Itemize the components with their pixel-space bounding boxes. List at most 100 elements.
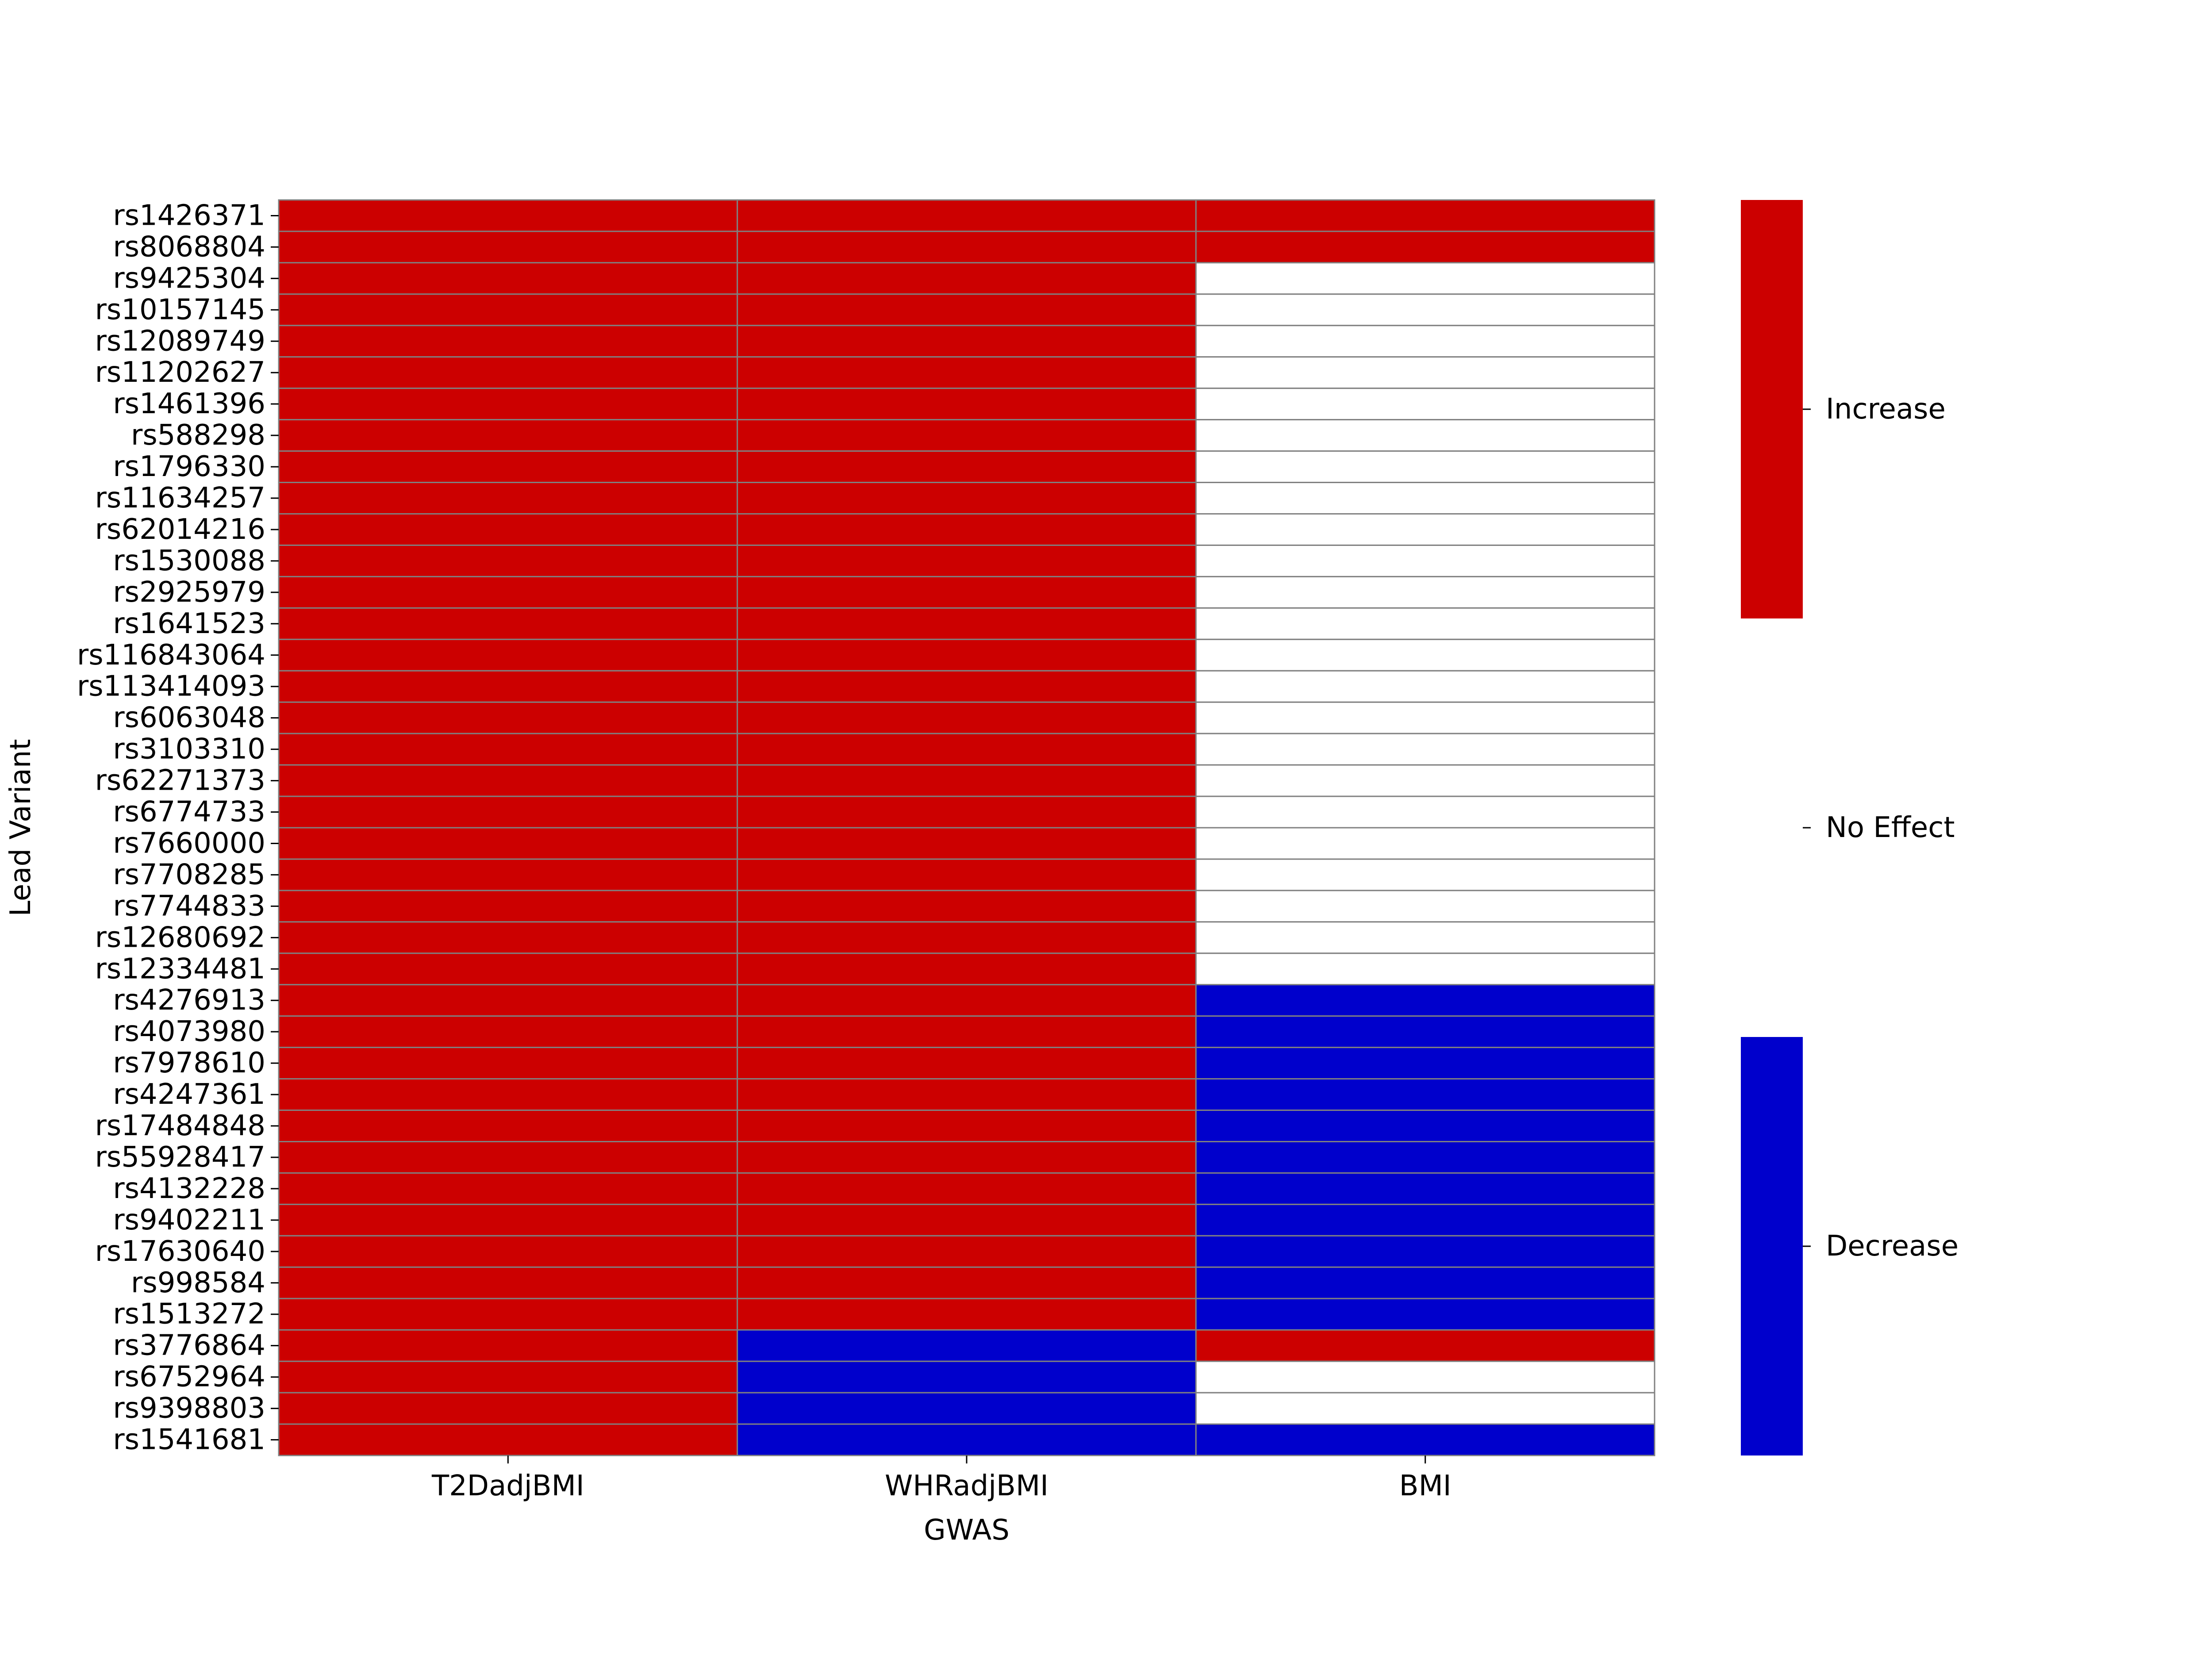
heatmap-cell bbox=[1195, 1392, 1655, 1425]
heatmap-cell bbox=[737, 1329, 1197, 1362]
heatmap-cell bbox=[278, 921, 738, 954]
heatmap-cell bbox=[278, 1110, 738, 1143]
heatmap-cell bbox=[278, 356, 738, 389]
y-tick-label: rs4276913 bbox=[113, 984, 265, 1017]
heatmap-cell bbox=[278, 1172, 738, 1205]
heatmap-cell bbox=[278, 858, 738, 891]
heatmap-cell bbox=[1195, 482, 1655, 515]
heatmap-cell bbox=[1195, 199, 1655, 232]
heatmap-cell bbox=[278, 199, 738, 232]
heatmap-cell bbox=[278, 733, 738, 766]
heatmap-cell bbox=[737, 1141, 1197, 1174]
y-tick-label: rs588298 bbox=[131, 419, 265, 452]
heatmap-cell bbox=[278, 293, 738, 326]
heatmap-cell bbox=[278, 1015, 738, 1048]
x-axis-title: GWAS bbox=[924, 1514, 1010, 1547]
y-tick-label: rs7978610 bbox=[113, 1047, 265, 1079]
heatmap-cell bbox=[1195, 952, 1655, 986]
heatmap-cell bbox=[1195, 230, 1655, 264]
heatmap-cell bbox=[1195, 1360, 1655, 1394]
heatmap-cell bbox=[737, 764, 1197, 797]
heatmap-cell bbox=[1195, 638, 1655, 672]
heatmap-cell bbox=[1195, 356, 1655, 389]
x-tick-label: BMI bbox=[1399, 1470, 1452, 1502]
y-tick-label: rs6752964 bbox=[113, 1361, 265, 1394]
heatmap-cell bbox=[1195, 513, 1655, 546]
heatmap-cell bbox=[1195, 1235, 1655, 1268]
heatmap-cell bbox=[737, 1423, 1197, 1456]
y-tick-label: rs12680692 bbox=[95, 921, 265, 954]
heatmap-cell bbox=[278, 388, 738, 421]
heatmap-cell bbox=[737, 1235, 1197, 1268]
heatmap-cell bbox=[278, 1360, 738, 1394]
y-tick-label: rs12089749 bbox=[95, 325, 265, 357]
heatmap-cell bbox=[1195, 701, 1655, 734]
y-tick-label: rs116843064 bbox=[77, 639, 265, 672]
heatmap-cell bbox=[737, 576, 1197, 609]
y-tick-label: rs9425304 bbox=[113, 262, 265, 295]
heatmap-cell bbox=[1195, 1266, 1655, 1299]
heatmap-cell bbox=[278, 419, 738, 452]
x-tick-labels: T2DadjBMI WHRadjBMI BMI bbox=[431, 1455, 1452, 1502]
heatmap-cell bbox=[1195, 388, 1655, 421]
y-tick-label: rs2925979 bbox=[113, 576, 265, 609]
y-tick-label: rs8068804 bbox=[113, 230, 265, 263]
heatmap-cell bbox=[278, 952, 738, 986]
y-tick-label: rs9398803 bbox=[113, 1392, 265, 1425]
heatmap-cell bbox=[278, 482, 738, 515]
heatmap-cell bbox=[278, 607, 738, 640]
y-tick-label: rs11634257 bbox=[95, 482, 265, 515]
heatmap-cell bbox=[1195, 827, 1655, 860]
heatmap-cell bbox=[737, 1298, 1197, 1331]
heatmap-cell bbox=[278, 1141, 738, 1174]
heatmap-cell bbox=[737, 419, 1197, 452]
heatmap-cells bbox=[278, 199, 1655, 1456]
heatmap-cell bbox=[737, 262, 1197, 295]
y-tick-label: rs55928417 bbox=[95, 1141, 265, 1174]
heatmap-cell bbox=[1195, 544, 1655, 577]
x-tick-label: T2DadjBMI bbox=[431, 1470, 584, 1502]
heatmap-cell bbox=[1195, 1078, 1655, 1111]
heatmap-cell bbox=[278, 1203, 738, 1237]
colorbar-segment bbox=[1741, 1037, 1803, 1455]
y-tick-label: rs11202627 bbox=[95, 356, 265, 389]
y-tick-label: rs17484848 bbox=[95, 1110, 265, 1142]
y-tick-label: rs62014216 bbox=[95, 513, 265, 546]
heatmap-cell bbox=[1195, 262, 1655, 295]
heatmap-cell bbox=[1195, 795, 1655, 829]
heatmap-cell bbox=[1195, 890, 1655, 923]
heatmap-cell bbox=[737, 450, 1197, 484]
heatmap-cell bbox=[737, 733, 1197, 766]
heatmap-cell bbox=[278, 1047, 738, 1080]
heatmap-cell bbox=[1195, 607, 1655, 640]
heatmap-cell bbox=[278, 1266, 738, 1299]
heatmap-cell bbox=[278, 827, 738, 860]
heatmap-cell bbox=[737, 607, 1197, 640]
y-tick-label: rs17630640 bbox=[95, 1235, 265, 1268]
y-tick-label: rs1530088 bbox=[113, 545, 265, 577]
heatmap-cell bbox=[737, 827, 1197, 860]
heatmap-cell bbox=[1195, 1015, 1655, 1048]
heatmap-cell bbox=[1195, 293, 1655, 326]
heatmap-cell bbox=[737, 1110, 1197, 1143]
heatmap-cell bbox=[737, 952, 1197, 986]
heatmap-cell bbox=[737, 1172, 1197, 1205]
heatmap-cell bbox=[737, 199, 1197, 232]
y-tick-label: rs1513272 bbox=[113, 1298, 265, 1331]
y-tick-label: rs1461396 bbox=[113, 388, 265, 420]
heatmap-cell bbox=[278, 450, 738, 484]
heatmap-cell bbox=[737, 482, 1197, 515]
heatmap-cell bbox=[278, 544, 738, 577]
heatmap-cell bbox=[737, 1047, 1197, 1080]
y-tick-label: rs1426371 bbox=[113, 199, 265, 232]
heatmap-cell bbox=[278, 1298, 738, 1331]
y-tick-label: rs1796330 bbox=[113, 450, 265, 483]
heatmap-cell bbox=[1195, 1329, 1655, 1362]
heatmap-cell bbox=[1195, 1172, 1655, 1205]
y-tick-label: rs4132228 bbox=[113, 1172, 265, 1205]
heatmap-cell bbox=[737, 544, 1197, 577]
heatmap-cell bbox=[278, 670, 738, 703]
colorbar-tick-label: Increase bbox=[1826, 393, 1946, 426]
heatmap-cell bbox=[737, 984, 1197, 1017]
